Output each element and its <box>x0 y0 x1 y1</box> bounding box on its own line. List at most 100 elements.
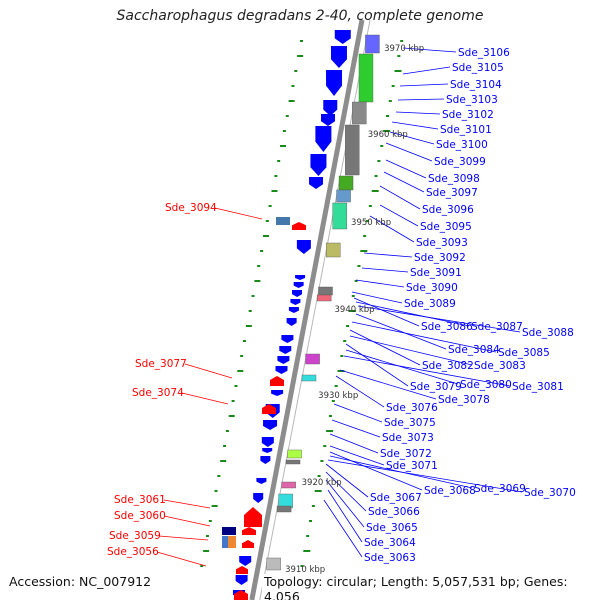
tick-mark <box>220 460 227 462</box>
tick-mark <box>271 190 278 192</box>
gene-label-forward: Sde_3094 <box>165 202 217 214</box>
gene-label-reverse: Sde_3093 <box>416 237 468 249</box>
label-connector-line <box>323 499 363 558</box>
tick-mark <box>360 250 368 252</box>
tick-mark <box>391 85 395 87</box>
label-connector-line <box>357 305 521 333</box>
bp-position-label: 3970 kbp <box>384 44 424 54</box>
reverse-gene-arrow <box>235 575 248 585</box>
tick-mark <box>277 160 281 162</box>
label-connector-line <box>399 83 449 87</box>
gene-label-reverse: Sde_3071 <box>386 460 438 472</box>
tick-mark <box>303 550 311 552</box>
gene-label-forward: Sde_3061 <box>114 494 166 506</box>
gene-label-reverse: Sde_3073 <box>382 432 434 444</box>
label-connector-layer <box>156 47 523 567</box>
label-connector-line <box>331 419 381 438</box>
forward-gene-arrow <box>292 222 306 230</box>
accession-label: Accession: NC_007912 <box>9 574 152 589</box>
gene-label-reverse: Sde_3083 <box>474 360 526 372</box>
tick-mark <box>306 535 310 537</box>
tick-mark <box>311 505 315 507</box>
tick-mark <box>257 265 261 267</box>
tick-mark <box>317 475 321 477</box>
label-connector-line <box>391 121 439 130</box>
reverse-gene-arrow <box>326 70 343 96</box>
reverse-gene-arrow <box>281 335 294 343</box>
tick-mark <box>268 205 272 207</box>
reverse-gene-arrow <box>277 356 290 364</box>
tick-mark <box>251 295 255 297</box>
tick-mark <box>231 400 235 402</box>
tick-mark <box>326 430 334 432</box>
tick-mark <box>288 100 295 102</box>
tick-mark <box>203 550 210 552</box>
gene-label-reverse: Sde_3096 <box>422 204 474 216</box>
gene-label-reverse: Sde_3100 <box>436 139 488 151</box>
tick-mark <box>337 370 345 372</box>
gene-arrows-layer <box>232 30 351 600</box>
reverse-gene-arrow <box>309 177 324 189</box>
reverse-gene-arrow <box>261 437 274 447</box>
tick-mark <box>394 70 402 72</box>
reverse-gene-arrow <box>262 448 273 453</box>
tick-mark <box>217 475 221 477</box>
tick-mark <box>346 325 350 327</box>
map-title: Saccharophagus degradans 2-40, complete … <box>116 8 484 24</box>
gene-label-forward: Sde_3077 <box>135 358 187 370</box>
tick-mark <box>297 55 304 57</box>
feature-track-layer <box>222 34 380 571</box>
tick-mark <box>245 325 252 327</box>
tick-mark <box>262 235 269 237</box>
label-connector-line <box>355 301 470 327</box>
label-connector-line <box>343 355 511 387</box>
label-connector-line <box>402 66 451 75</box>
label-connector-line <box>333 403 383 423</box>
gene-label-reverse: Sde_3070 <box>524 487 576 499</box>
feature-block <box>316 294 332 302</box>
feature-block <box>358 53 374 103</box>
gene-label-reverse: Sde_3102 <box>442 109 494 121</box>
label-connector-line <box>363 252 413 258</box>
gene-labels-layer: 3970 kbp 3960 kbp 3950 kbp 3940 kbp 3930 kbp… <box>107 44 576 575</box>
forward-gene-arrow <box>234 590 248 600</box>
feature-block <box>318 286 333 296</box>
tick-mark <box>383 130 391 132</box>
reverse-gene-arrow <box>334 30 351 44</box>
tick-mark <box>320 460 324 462</box>
label-connector-line <box>181 392 229 405</box>
bp-position-label: 3920 kbp <box>302 478 342 488</box>
tick-mark <box>265 220 269 222</box>
reverse-gene-arrow <box>296 240 311 254</box>
gene-label-reverse: Sde_3097 <box>426 187 478 199</box>
gene-label-reverse: Sde_3078 <box>438 394 490 406</box>
tick-mark <box>285 115 289 117</box>
feature-block <box>266 557 281 571</box>
label-connector-line <box>163 499 211 509</box>
feature-block <box>352 101 367 125</box>
label-connector-line <box>385 159 427 179</box>
label-connector-line <box>345 343 409 387</box>
label-connector-line <box>214 207 263 220</box>
tick-mark <box>205 535 209 537</box>
gene-label-reverse: Sde_3065 <box>366 522 418 534</box>
label-connector-line <box>345 349 459 385</box>
gene-label-reverse: Sde_3089 <box>404 298 456 310</box>
gene-label-reverse: Sde_3079 <box>410 381 462 393</box>
reverse-gene-arrow <box>290 299 301 305</box>
bp-position-label: 3910 kbp <box>285 565 325 575</box>
tick-mark <box>366 220 369 222</box>
forward-gene-arrow <box>270 376 284 386</box>
gene-label-reverse: Sde_3092 <box>414 252 466 264</box>
feature-block <box>276 505 292 513</box>
tick-mark <box>291 85 295 87</box>
gene-label-reverse: Sde_3099 <box>434 156 486 168</box>
forward-gene-arrow <box>242 540 254 548</box>
tick-mark <box>260 250 264 252</box>
tick-mark <box>225 430 229 432</box>
gene-label-reverse: Sde_3085 <box>498 347 550 359</box>
label-connector-line <box>385 142 433 162</box>
gene-label-forward: Sde_3059 <box>109 530 161 542</box>
gene-label-reverse: Sde_3063 <box>364 552 416 564</box>
